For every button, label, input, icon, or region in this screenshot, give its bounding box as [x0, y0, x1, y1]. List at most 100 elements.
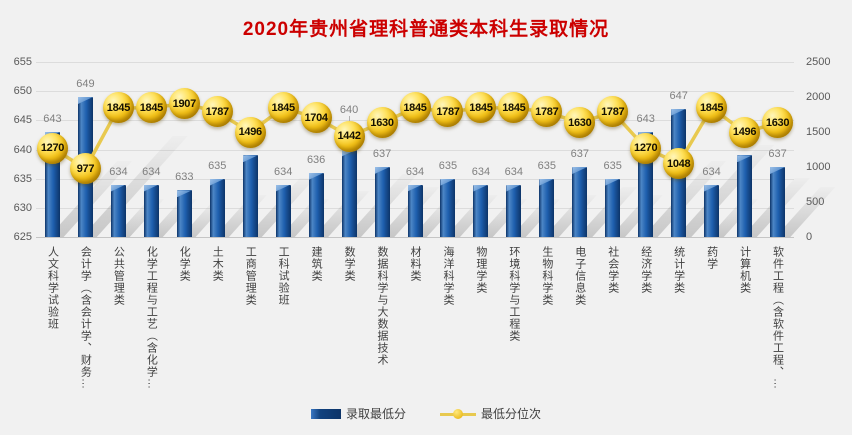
line-marker-sphere[interactable]: 1845 — [399, 92, 431, 124]
line-marker-sphere[interactable]: 1845 — [696, 92, 728, 124]
bar-value-label: 643 — [43, 113, 62, 125]
line-value-label: 1845 — [271, 101, 296, 114]
bar-value-label: 637 — [768, 148, 787, 160]
bar[interactable] — [770, 167, 786, 237]
bar-value-label: 635 — [208, 159, 227, 172]
line-marker-sphere[interactable]: 1787 — [432, 96, 464, 128]
line-marker-sphere[interactable]: 1270 — [36, 132, 68, 164]
line-marker-sphere[interactable]: 1845 — [267, 92, 299, 124]
bar-series-swatch-icon — [310, 408, 341, 419]
category-label-text: 化学类 — [178, 246, 191, 282]
line-marker-sphere[interactable]: 1048 — [663, 148, 695, 180]
bar[interactable] — [539, 178, 555, 237]
category-label-text: 化学工程与工艺（含化学… — [145, 246, 158, 390]
category-label-text: 会计学（含会计学、财务… — [79, 246, 92, 390]
bar[interactable] — [374, 167, 390, 237]
bar[interactable] — [242, 155, 258, 237]
category-label-text: 土木类 — [211, 246, 224, 282]
left-axis-tick: 625 — [13, 231, 32, 243]
category-label: 生物科学类 — [531, 246, 563, 416]
line-marker-sphere[interactable]: 1787 — [531, 96, 563, 128]
bar-value-label: 633 — [175, 171, 194, 184]
bar[interactable] — [275, 184, 291, 237]
bar[interactable] — [506, 184, 522, 237]
right-axis-tick: 2500 — [806, 56, 831, 68]
category-label-text: 计算机类 — [738, 246, 751, 294]
bar[interactable] — [473, 184, 489, 237]
bar[interactable] — [209, 178, 225, 237]
bar[interactable] — [341, 149, 357, 237]
category-label: 建筑类 — [300, 246, 332, 416]
legend-item-line-series[interactable]: 最低分位次 — [440, 405, 541, 422]
category-label-text: 数学类 — [343, 246, 356, 282]
category-label-text: 建筑类 — [310, 246, 323, 282]
line-value-label: 1845 — [403, 101, 427, 114]
line-marker-sphere[interactable]: 1845 — [135, 92, 167, 124]
category-label: 海洋科学类 — [432, 246, 464, 416]
line-marker-sphere[interactable]: 1845 — [498, 92, 530, 124]
left-axis-tick: 650 — [13, 85, 32, 98]
line-value-label: 1907 — [172, 97, 197, 110]
bar-value-label: 635 — [603, 159, 622, 172]
category-label: 统计学类 — [663, 246, 695, 416]
left-axis-tick: 640 — [13, 143, 32, 156]
category-label-text: 统计学类 — [672, 246, 685, 294]
category-label: 电子信息类 — [564, 246, 596, 416]
category-label-text: 生物科学类 — [540, 246, 553, 306]
bar-value-label: 634 — [142, 165, 161, 178]
line-marker-sphere[interactable]: 1787 — [597, 96, 629, 128]
line-marker-sphere[interactable]: 1907 — [168, 88, 200, 119]
bar[interactable] — [605, 178, 621, 237]
category-label: 经济学类 — [630, 246, 662, 416]
line-marker-sphere[interactable]: 1442 — [333, 120, 365, 152]
bar[interactable] — [110, 184, 126, 237]
line-marker-sphere[interactable]: 1270 — [630, 132, 662, 164]
category-label: 土木类 — [201, 246, 233, 416]
category-label: 社会学类 — [597, 246, 629, 416]
line-value-label: 1845 — [699, 101, 724, 114]
line-marker-sphere[interactable]: 1787 — [201, 96, 233, 128]
category-label-text: 工科试验班 — [277, 246, 290, 306]
line-marker-sphere[interactable]: 1845 — [102, 92, 134, 124]
right-axis-tick: 0 — [806, 231, 813, 243]
line-value-label: 1787 — [436, 105, 460, 118]
line-value-label: 1845 — [502, 101, 526, 114]
category-label: 化学类 — [168, 246, 200, 416]
left-axis-tick: 635 — [13, 172, 32, 185]
line-value-label: 1630 — [568, 116, 592, 129]
bar-value-label: 634 — [109, 165, 128, 178]
bar[interactable] — [407, 184, 423, 237]
category-label-text: 药学 — [705, 246, 718, 270]
bar[interactable] — [737, 155, 753, 237]
category-label: 化学工程与工艺（含化学… — [135, 246, 167, 416]
category-label-text: 材料类 — [409, 246, 421, 282]
line-marker-sphere[interactable]: 977 — [69, 153, 101, 185]
bar[interactable] — [308, 172, 324, 237]
category-label: 会计学（含会计学、财务… — [69, 246, 101, 416]
line-value-label: 1270 — [40, 142, 65, 155]
bar[interactable] — [704, 184, 720, 237]
legend-item-bar-series[interactable]: 录取最低分 — [310, 405, 406, 422]
bar[interactable] — [440, 178, 456, 237]
line-marker-sphere[interactable]: 1496 — [234, 116, 266, 148]
category-label: 公共管理类 — [102, 246, 134, 416]
bar-value-label: 636 — [306, 153, 326, 166]
line-marker-sphere[interactable]: 1630 — [762, 107, 794, 139]
line-marker-sphere[interactable]: 1496 — [729, 116, 761, 148]
line-marker-sphere[interactable]: 1630 — [564, 107, 596, 139]
line-value-label: 1630 — [370, 116, 394, 129]
line-value-label: 1496 — [238, 126, 263, 139]
bar-value-label: 637 — [570, 148, 589, 160]
bar[interactable] — [572, 167, 588, 237]
bar-value-label: 634 — [405, 165, 425, 178]
gridline — [36, 237, 794, 238]
bar-value-label: 634 — [273, 165, 293, 178]
line-marker-sphere[interactable]: 1704 — [300, 102, 332, 134]
category-label: 人文科学试验班 — [36, 246, 68, 416]
bar[interactable] — [143, 184, 159, 237]
line-marker-sphere[interactable]: 1845 — [465, 92, 497, 124]
bar[interactable] — [176, 190, 192, 237]
line-marker-sphere[interactable]: 1630 — [366, 107, 398, 139]
chart-title: 2020年贵州省理科普通类本科生录取情况 — [242, 19, 610, 40]
